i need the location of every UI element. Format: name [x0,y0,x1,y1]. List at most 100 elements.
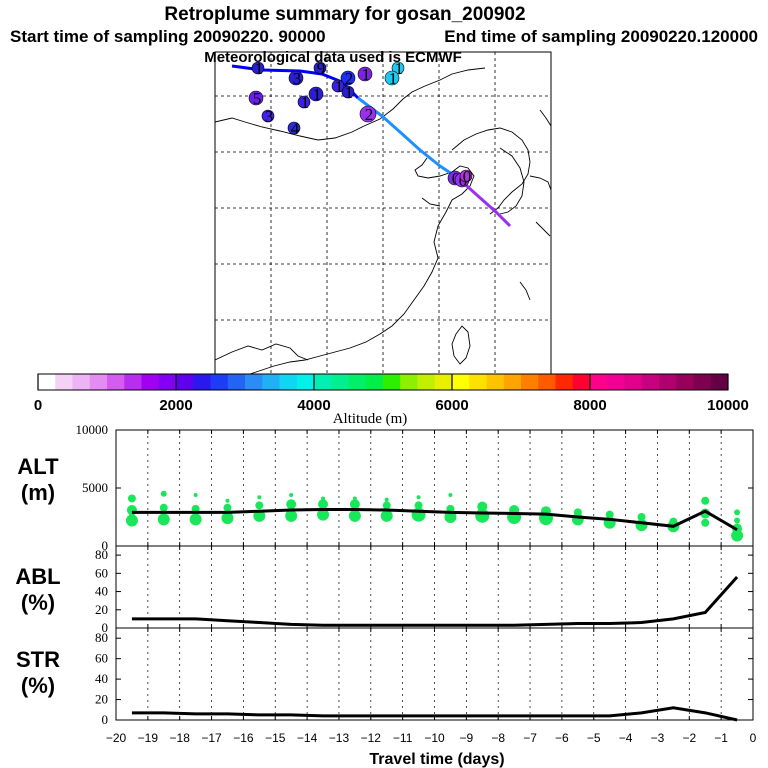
colorbar-cell [141,374,160,390]
x-tick-label: −13 [329,731,350,745]
altitude-point [318,499,329,510]
colorbar-cell [107,374,125,390]
colorbar-cell [400,374,418,390]
colorbar-tick-label: 6000 [435,397,468,414]
x-tick-label: −7 [523,731,537,745]
colorbar-cell [434,374,453,390]
altitude-point [157,513,170,526]
colorbar-cell [262,374,280,390]
panel-unit: (m) [21,480,55,505]
colorbar-cell [641,374,660,390]
altitude-marker [331,79,345,93]
colorbar-cell [572,374,591,390]
panel-label: ABL [15,564,60,589]
trajectory-map: 193121115143211000 Meteorological data u… [204,49,552,376]
colorbar-cell [469,374,487,390]
y-tick-label: 20 [95,602,108,617]
colorbar-cell [624,374,643,390]
altitude-point [444,511,457,523]
marker-day-label: 1 [345,83,354,102]
time-series-panels: 0500010000ALT(m)020406080ABL(%)020406080… [15,422,756,745]
altitude-point [734,517,741,524]
marker-day-label: 1 [255,59,264,78]
y-tick-label: 20 [95,692,108,707]
altitude-point [637,513,646,521]
x-tick-label: −1 [714,731,728,745]
altitude-marker [248,90,264,106]
marker-day-label: 5 [253,89,262,108]
altitude-point [384,497,389,502]
altitude-point [159,503,168,512]
altitude-point [414,501,423,510]
x-tick-label: −19 [138,731,159,745]
colorbar-tick-label: 10000 [707,397,749,414]
marker-day-label: 1 [389,69,398,88]
marker-day-label: 4 [291,119,300,138]
colorbar-cell [55,374,73,390]
colorbar-tick-label: 4000 [297,397,330,414]
altitude-point [285,509,298,522]
colorbar-cell [365,374,384,390]
x-tick-label: −18 [170,731,191,745]
colorbar-cell [555,374,574,390]
colorbar-cell [486,374,505,390]
colorbar-cell [538,374,556,390]
altitude-point [128,512,135,519]
colorbar-cell [676,374,694,390]
altitude-colorbar: 0 2000 4000 6000 8000 10000 Altitude (m) [34,373,749,427]
altitude-point [321,496,326,501]
map-coastlines [215,67,551,375]
colorbar-cell [176,374,194,390]
marker-day-label: 1 [395,59,404,78]
y-tick-label: 0 [102,712,109,727]
x-tick-label: −10 [424,731,445,745]
altitude-point [127,494,136,503]
altitude-point [225,498,230,503]
altitude-point [380,509,393,522]
colorbar-cell [693,374,712,390]
x-tick-label: −16 [233,731,254,745]
altitude-point [348,509,361,522]
altitude-point [669,517,678,526]
marker-day-label: 1 [313,85,322,104]
altitude-point [448,492,453,497]
altitude-point [701,518,710,527]
x-tick-label: −15 [265,731,286,745]
x-axis-title: Travel time (days) [369,751,504,768]
y-tick-label: 5000 [82,480,108,495]
altitude-point [221,512,234,525]
panel-alt: 0 5000 10000 ALT(m) [17,422,754,553]
altitude-marker [384,70,400,86]
x-tick-label: −12 [361,731,382,745]
y-tick-label: 0 [102,620,109,635]
marker-day-label: 2 [345,69,354,88]
colorbar-cell [124,374,142,390]
altitude-marker [261,109,275,123]
altitude-marker [297,95,311,109]
colorbar-cell [521,374,539,390]
colorbar-cell [72,374,91,390]
mean-line [131,706,738,722]
colorbar-cells [38,374,729,390]
start-time-label: Start time of sampling 20090220. 90000 [10,27,326,46]
map-gridlines [215,52,551,375]
altitude-point [734,509,741,516]
end-time-label: End time of sampling 20090220.120000 [444,27,758,46]
marker-day-label: 0 [463,167,472,186]
colorbar-cell [348,374,367,390]
altitude-point [382,501,391,510]
trajectory-segment [456,176,512,228]
marker-day-label: 1 [301,93,310,112]
colorbar-cell [314,374,332,390]
colorbar-cell [210,374,229,390]
marker-day-label: 3 [293,69,302,88]
altitude-point [477,501,488,512]
altitude-markers: 193121115143211000 [248,59,473,190]
marker-day-label: 2 [365,105,374,124]
y-tick-label: 80 [95,547,108,562]
colorbar-tick-label: 0 [34,397,42,414]
colorbar-cell [38,374,56,390]
panel-unit: (%) [21,590,55,615]
altitude-point [349,499,360,510]
altitude-point [125,514,138,527]
